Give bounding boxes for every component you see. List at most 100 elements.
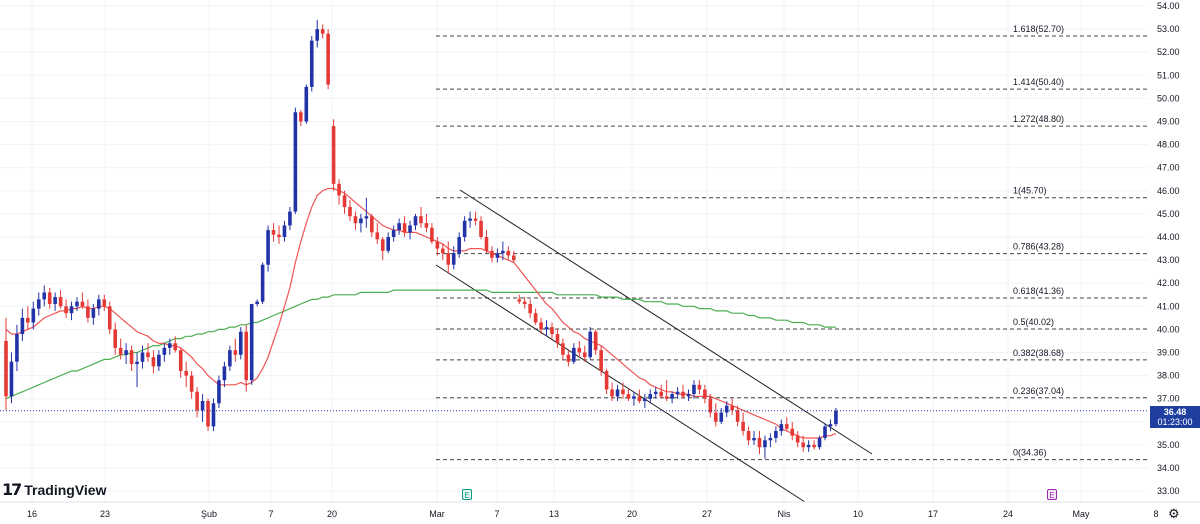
candle: [522, 297, 527, 309]
candle-body: [593, 331, 598, 351]
candle-body: [304, 86, 309, 122]
candle: [222, 361, 227, 388]
candle: [140, 345, 145, 369]
tradingview-logo[interactable]: 17 TradingView: [2, 480, 106, 499]
candle: [113, 322, 117, 355]
candle: [211, 398, 216, 432]
candle: [146, 343, 150, 362]
candle: [746, 426, 751, 445]
candle: [206, 398, 210, 432]
candle: [501, 241, 505, 261]
candle: [282, 220, 287, 242]
candle: [544, 320, 549, 337]
candle-body: [266, 230, 270, 265]
candle: [42, 285, 47, 307]
candle-body: [380, 239, 385, 251]
candle: [774, 426, 778, 443]
candle-body: [211, 403, 216, 427]
candle-body: [64, 306, 68, 314]
candle: [129, 345, 134, 371]
candle: [173, 336, 178, 353]
candle-body: [337, 183, 341, 196]
candle: [675, 387, 680, 399]
time-axis[interactable]: 16 23 Şub 7 20 Mar 7 13 20 27 Nis 10 17 24 May 8: [0, 501, 1200, 519]
candle: [621, 382, 625, 399]
candle: [86, 299, 90, 323]
candle: [435, 237, 440, 256]
candle: [309, 36, 314, 92]
candle: [784, 417, 789, 432]
price-tick-label: 41.00: [1157, 301, 1180, 311]
candle: [397, 218, 401, 235]
candle: [189, 370, 194, 399]
candle: [168, 338, 172, 355]
candle-body: [157, 354, 161, 367]
gear-icon[interactable]: ⚙: [1168, 506, 1180, 521]
candle: [331, 119, 336, 191]
earnings-event-badge[interactable]: E: [462, 489, 472, 500]
chart-grid: [0, 0, 1157, 502]
candle: [686, 389, 691, 402]
candle: [615, 384, 620, 402]
candle: [157, 350, 161, 371]
candle-body: [610, 389, 614, 397]
tradingview-logo-icon: 17: [2, 480, 22, 499]
price-tick-label: 37.00: [1157, 394, 1180, 404]
candle: [719, 407, 724, 425]
time-tick-label: 10: [853, 509, 863, 519]
earnings-event-badge[interactable]: E: [1047, 489, 1057, 500]
candle-body: [397, 223, 401, 231]
candle: [271, 223, 276, 242]
candle: [768, 433, 773, 448]
candle: [380, 237, 385, 261]
candle-body: [200, 401, 205, 411]
time-tick-label: 7: [494, 509, 499, 519]
candle-body: [834, 410, 838, 425]
candle-body: [572, 347, 576, 362]
candle-body: [719, 412, 724, 422]
fib-level-label: 0.236(37.04): [1013, 386, 1064, 396]
candle-body: [168, 343, 172, 348]
candle-body: [588, 331, 593, 358]
candle-body: [151, 357, 156, 367]
candle: [386, 232, 390, 254]
price-tick-label: 49.00: [1157, 117, 1180, 127]
candle: [763, 435, 767, 459]
candle: [91, 303, 96, 325]
candle: [151, 350, 156, 374]
price-tick-label: 40.00: [1157, 324, 1180, 334]
candle: [364, 197, 369, 228]
candle-body: [129, 350, 134, 365]
price-tick-label: 34.00: [1157, 463, 1180, 473]
candle: [484, 230, 489, 254]
candle: [424, 213, 429, 233]
candle-body: [501, 250, 505, 254]
candle: [473, 211, 478, 226]
candle-body: [446, 253, 451, 265]
candle: [566, 350, 571, 367]
candle-body: [189, 375, 194, 392]
candle: [795, 431, 800, 448]
candle-body: [752, 437, 756, 441]
candle-body: [670, 394, 674, 399]
candle-body: [124, 350, 128, 355]
price-tick-label: 42.00: [1157, 278, 1180, 288]
candle-body: [140, 352, 145, 362]
candle-body: [648, 394, 653, 399]
candle: [228, 345, 232, 371]
candle: [610, 382, 614, 402]
time-tick-label: 7: [268, 509, 273, 519]
candle-body: [555, 334, 560, 344]
candle-body: [178, 350, 183, 371]
candle: [697, 380, 702, 395]
candle: [293, 107, 298, 214]
candle-body: [801, 442, 805, 448]
candle-body: [320, 29, 325, 34]
candle: [370, 213, 374, 237]
candle: [26, 306, 30, 330]
candle-body: [173, 343, 178, 351]
candle: [337, 179, 341, 205]
fib-level-label: 1.618(52.70): [1013, 24, 1064, 34]
candle: [348, 200, 352, 221]
